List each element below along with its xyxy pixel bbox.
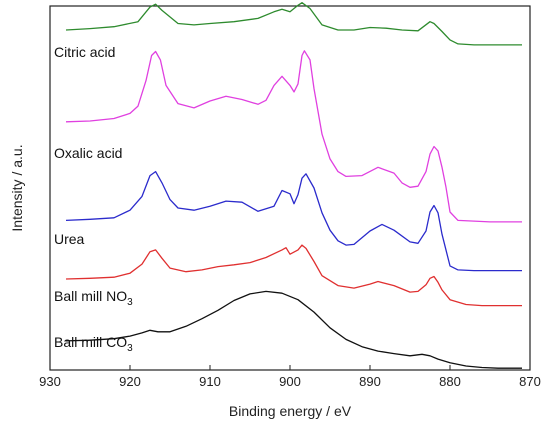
series-line-4 [65,244,522,307]
series-line-5 [65,290,522,369]
x-axis-ticks: 930 920 910 900 890 880 870 [39,365,541,389]
series-line-2 [65,50,522,223]
y-axis-title: Intensity / a.u. [9,144,25,231]
plot-frame [49,5,531,371]
x-tick-label: 920 [119,374,141,389]
x-axis-title: Binding energy / eV [229,403,352,419]
x-tick-label: 870 [519,374,541,389]
series-label-3: Urea [54,231,85,247]
series-line-1 [65,2,522,46]
series-layer [65,2,522,369]
x-tick-label: 900 [279,374,301,389]
x-tick-label: 930 [39,374,61,389]
series-label-2: Oxalic acid [54,145,122,161]
series-label-1: Citric acid [54,44,115,60]
x-tick-label: 910 [199,374,221,389]
x-tick-label: 890 [359,374,381,389]
series-line-3 [65,170,522,272]
x-tick-label: 880 [439,374,461,389]
series-label-layer: Citric acid Oxalic acid Urea Ball mill NO3 B… [54,44,133,354]
series-label-4: Ball mill NO3 [54,288,133,308]
series-label-5: Ball mill CO3 [54,334,133,354]
